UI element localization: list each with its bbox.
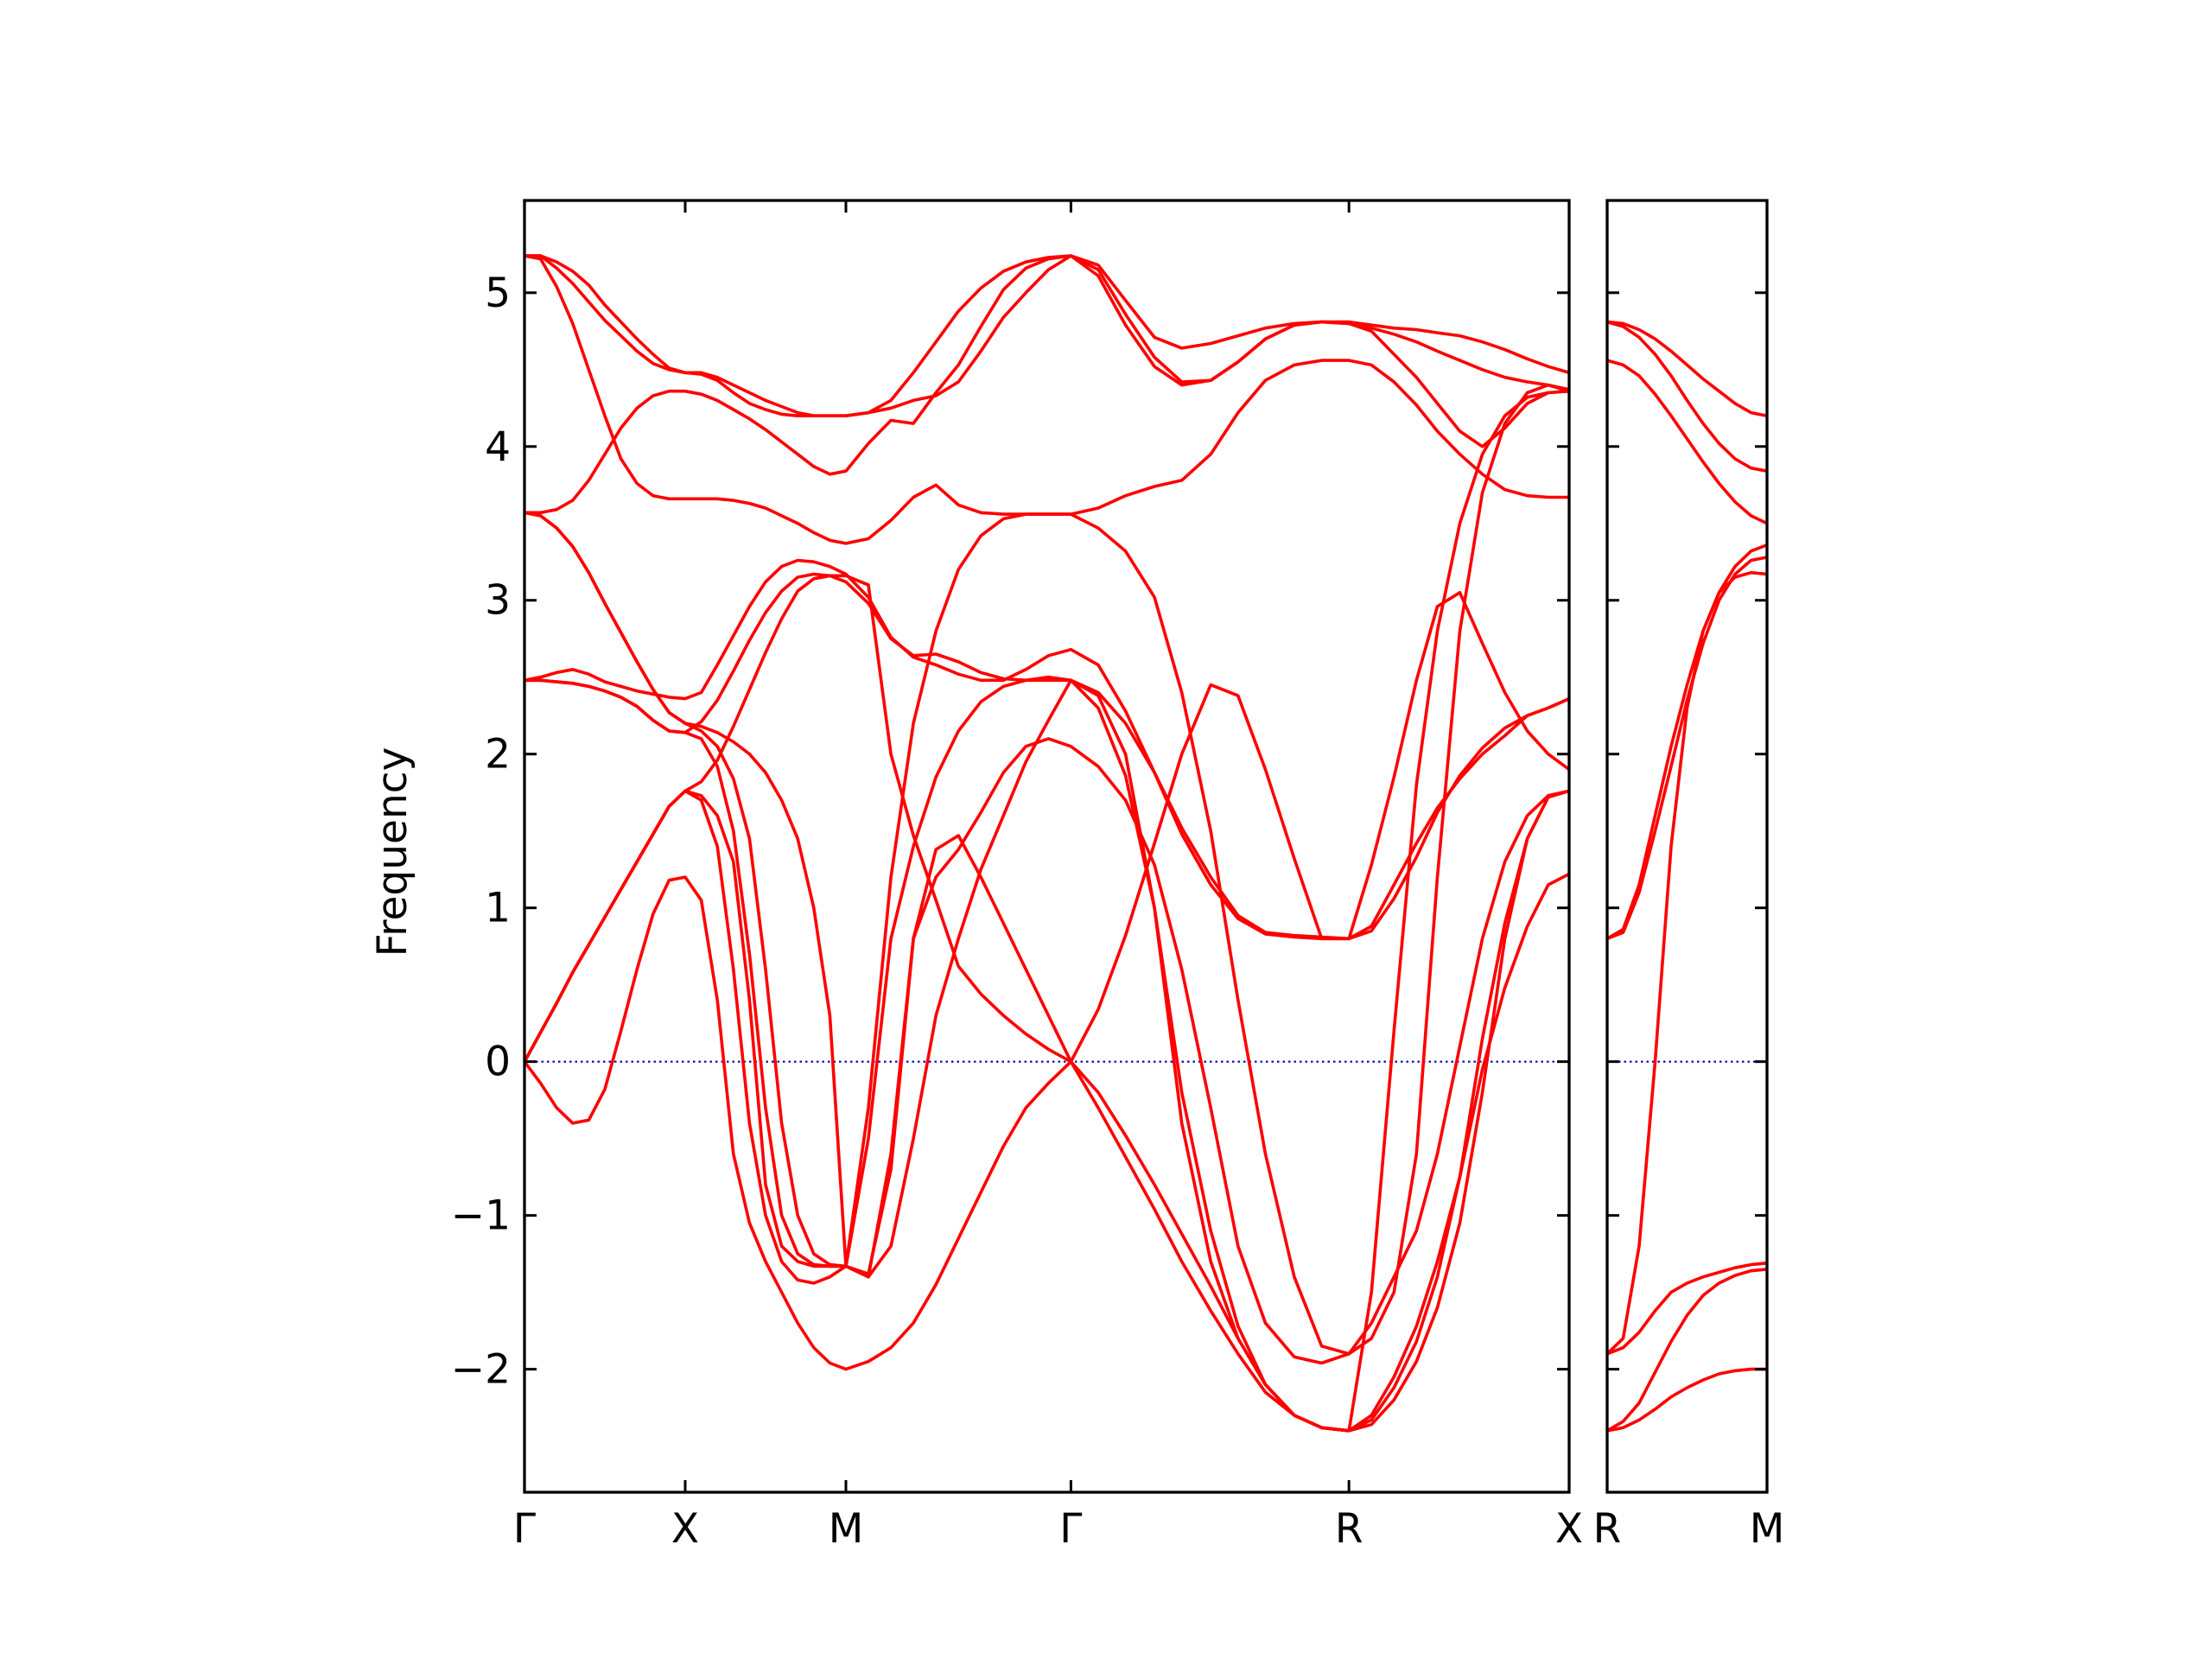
band-line-5 <box>1607 556 1767 941</box>
y-tick-label: 2 <box>485 731 511 779</box>
band-line-13 <box>524 383 1569 1356</box>
y-tick-label: 5 <box>485 270 511 317</box>
y-axis-label: Frequency <box>369 747 416 957</box>
band-line-6 <box>1607 570 1767 1356</box>
band-line-12 <box>524 389 1569 1433</box>
y-tick-label: −1 <box>451 1192 511 1240</box>
band-line-3 <box>524 254 1569 515</box>
x-tick-label: X <box>671 1505 699 1553</box>
x-tick-label: R <box>1593 1505 1622 1553</box>
y-tick-label: −2 <box>451 1346 511 1394</box>
x-tick-label: Γ <box>1059 1505 1082 1553</box>
band-line-8 <box>1607 1268 1767 1433</box>
x-tick-label: X <box>1555 1505 1583 1553</box>
x-tick-label: R <box>1335 1505 1363 1553</box>
y-tick-label: 0 <box>485 1039 511 1086</box>
band-line-7 <box>1607 1262 1767 1356</box>
x-tick-label: M <box>829 1505 864 1553</box>
band-line-9 <box>524 591 1569 1371</box>
axes-frame <box>1605 199 1769 1494</box>
band-line-1 <box>1607 320 1767 417</box>
band-line-2 <box>524 254 1569 417</box>
band-line-11 <box>524 511 1569 1433</box>
band-line-4 <box>1607 543 1767 941</box>
axes-frame <box>523 199 1571 1494</box>
x-tick-label: Γ <box>513 1505 536 1553</box>
y-tick-label: 1 <box>485 885 511 932</box>
band-line-1 <box>524 254 1569 417</box>
band-line-4 <box>524 254 1569 545</box>
band-line-2 <box>1607 320 1767 473</box>
y-tick-label: 3 <box>485 577 511 625</box>
x-tick-label: M <box>1750 1505 1785 1553</box>
band-lines <box>1607 320 1767 1433</box>
band-line-3 <box>1607 359 1767 525</box>
band-line-9 <box>1607 1367 1767 1433</box>
y-tick-label: 4 <box>485 423 511 471</box>
band-lines <box>524 254 1569 1433</box>
panel-main: Γ X M Γ R X −2 −1 0 1 2 3 4 5 <box>451 199 1583 1553</box>
